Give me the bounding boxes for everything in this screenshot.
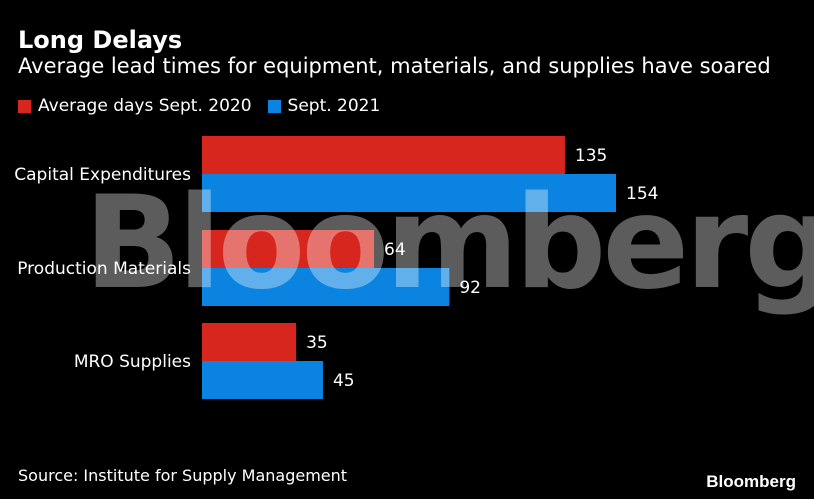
bar-production-materials-series-0	[202, 230, 375, 268]
bar-capital-expenditures-series-0	[202, 136, 565, 174]
legend-swatch-2021	[267, 99, 281, 113]
chart-title: Long Delays	[18, 26, 183, 54]
value-label-mro-supplies-series-0: 35	[306, 333, 328, 353]
legend-item-2020: Average days Sept. 2020	[18, 96, 252, 116]
bar-mro-supplies-series-1	[202, 361, 323, 399]
chart-subtitle: Average lead times for equipment, materi…	[18, 54, 771, 78]
legend-item-2021: Sept. 2021	[267, 96, 381, 116]
bloomberg-watermark: Bloomberg	[84, 169, 814, 318]
value-label-capital-expenditures-series-0: 135	[575, 146, 607, 166]
bar-mro-supplies-series-0	[202, 323, 297, 361]
brand-logo: Bloomberg	[706, 472, 796, 491]
source-note: Source: Institute for Supply Management	[18, 466, 348, 485]
category-label-production-materials: Production Materials	[17, 259, 191, 279]
category-label-capital-expenditures: Capital Expenditures	[14, 165, 191, 185]
category-label-mro-supplies: MRO Supplies	[74, 352, 191, 372]
legend-label-2021: Sept. 2021	[287, 96, 381, 116]
value-label-capital-expenditures-series-1: 154	[626, 184, 658, 204]
value-label-production-materials-series-1: 92	[459, 278, 481, 298]
value-label-production-materials-series-0: 64	[384, 240, 406, 260]
bar-production-materials-series-1	[202, 268, 450, 306]
legend: Average days Sept. 2020 Sept. 2021	[18, 94, 396, 118]
value-label-mro-supplies-series-1: 45	[333, 371, 355, 391]
legend-label-2020: Average days Sept. 2020	[38, 96, 252, 116]
legend-swatch-2020	[18, 99, 31, 113]
bar-capital-expenditures-series-1	[202, 174, 616, 212]
